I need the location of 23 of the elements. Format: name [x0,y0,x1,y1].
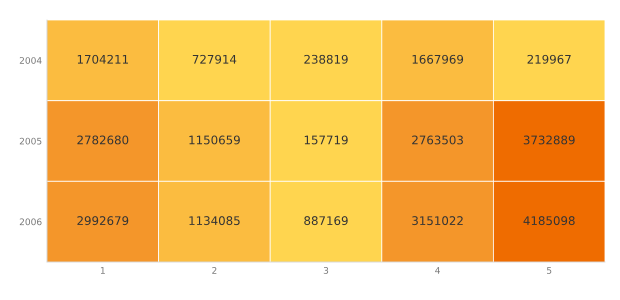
y-tick-label: 2004 [20,57,42,64]
x-tick-label: 2 [212,267,216,274]
data-label: 727914 [192,54,236,64]
data-label: 1150659 [189,135,240,144]
x-tick-label: 1 [100,267,105,274]
data-label: 3732889 [524,135,575,144]
x-tick-label: 4 [435,267,440,274]
data-label: 157719 [304,135,348,144]
y-tick-label: 2005 [20,138,42,145]
x-tick-label: 3 [324,267,328,274]
data-label: 887169 [304,216,348,226]
data-label: 2782680 [77,135,128,144]
data-label: 3151022 [412,216,463,226]
data-label: 1704211 [78,54,128,64]
data-label: 1134085 [189,216,240,226]
y-tick-label: 2006 [20,218,42,226]
data-label: 1667969 [412,54,464,64]
x-tick-label: 5 [547,267,552,274]
data-label: 219967 [528,54,571,64]
data-label: 238819 [304,54,348,64]
data-label: 4185098 [523,216,575,226]
data-label: 2763503 [412,135,463,144]
data-label: 2992679 [77,216,128,226]
